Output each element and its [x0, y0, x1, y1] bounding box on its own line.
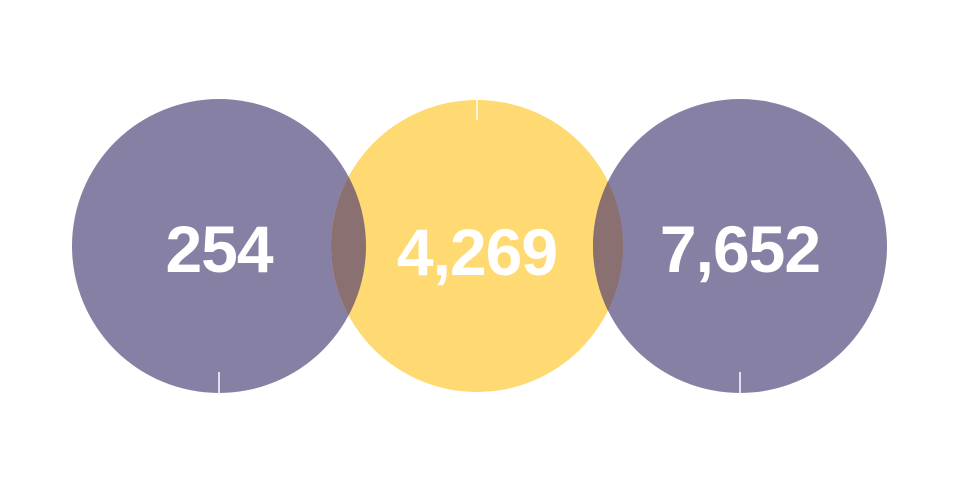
- circle-3: [593, 99, 887, 393]
- circle-2: [331, 100, 623, 392]
- value-label-1: 254: [165, 212, 273, 286]
- circle-1: [72, 99, 366, 393]
- value-label-3: 7,652: [660, 212, 820, 286]
- value-label-2: 4,269: [397, 215, 557, 289]
